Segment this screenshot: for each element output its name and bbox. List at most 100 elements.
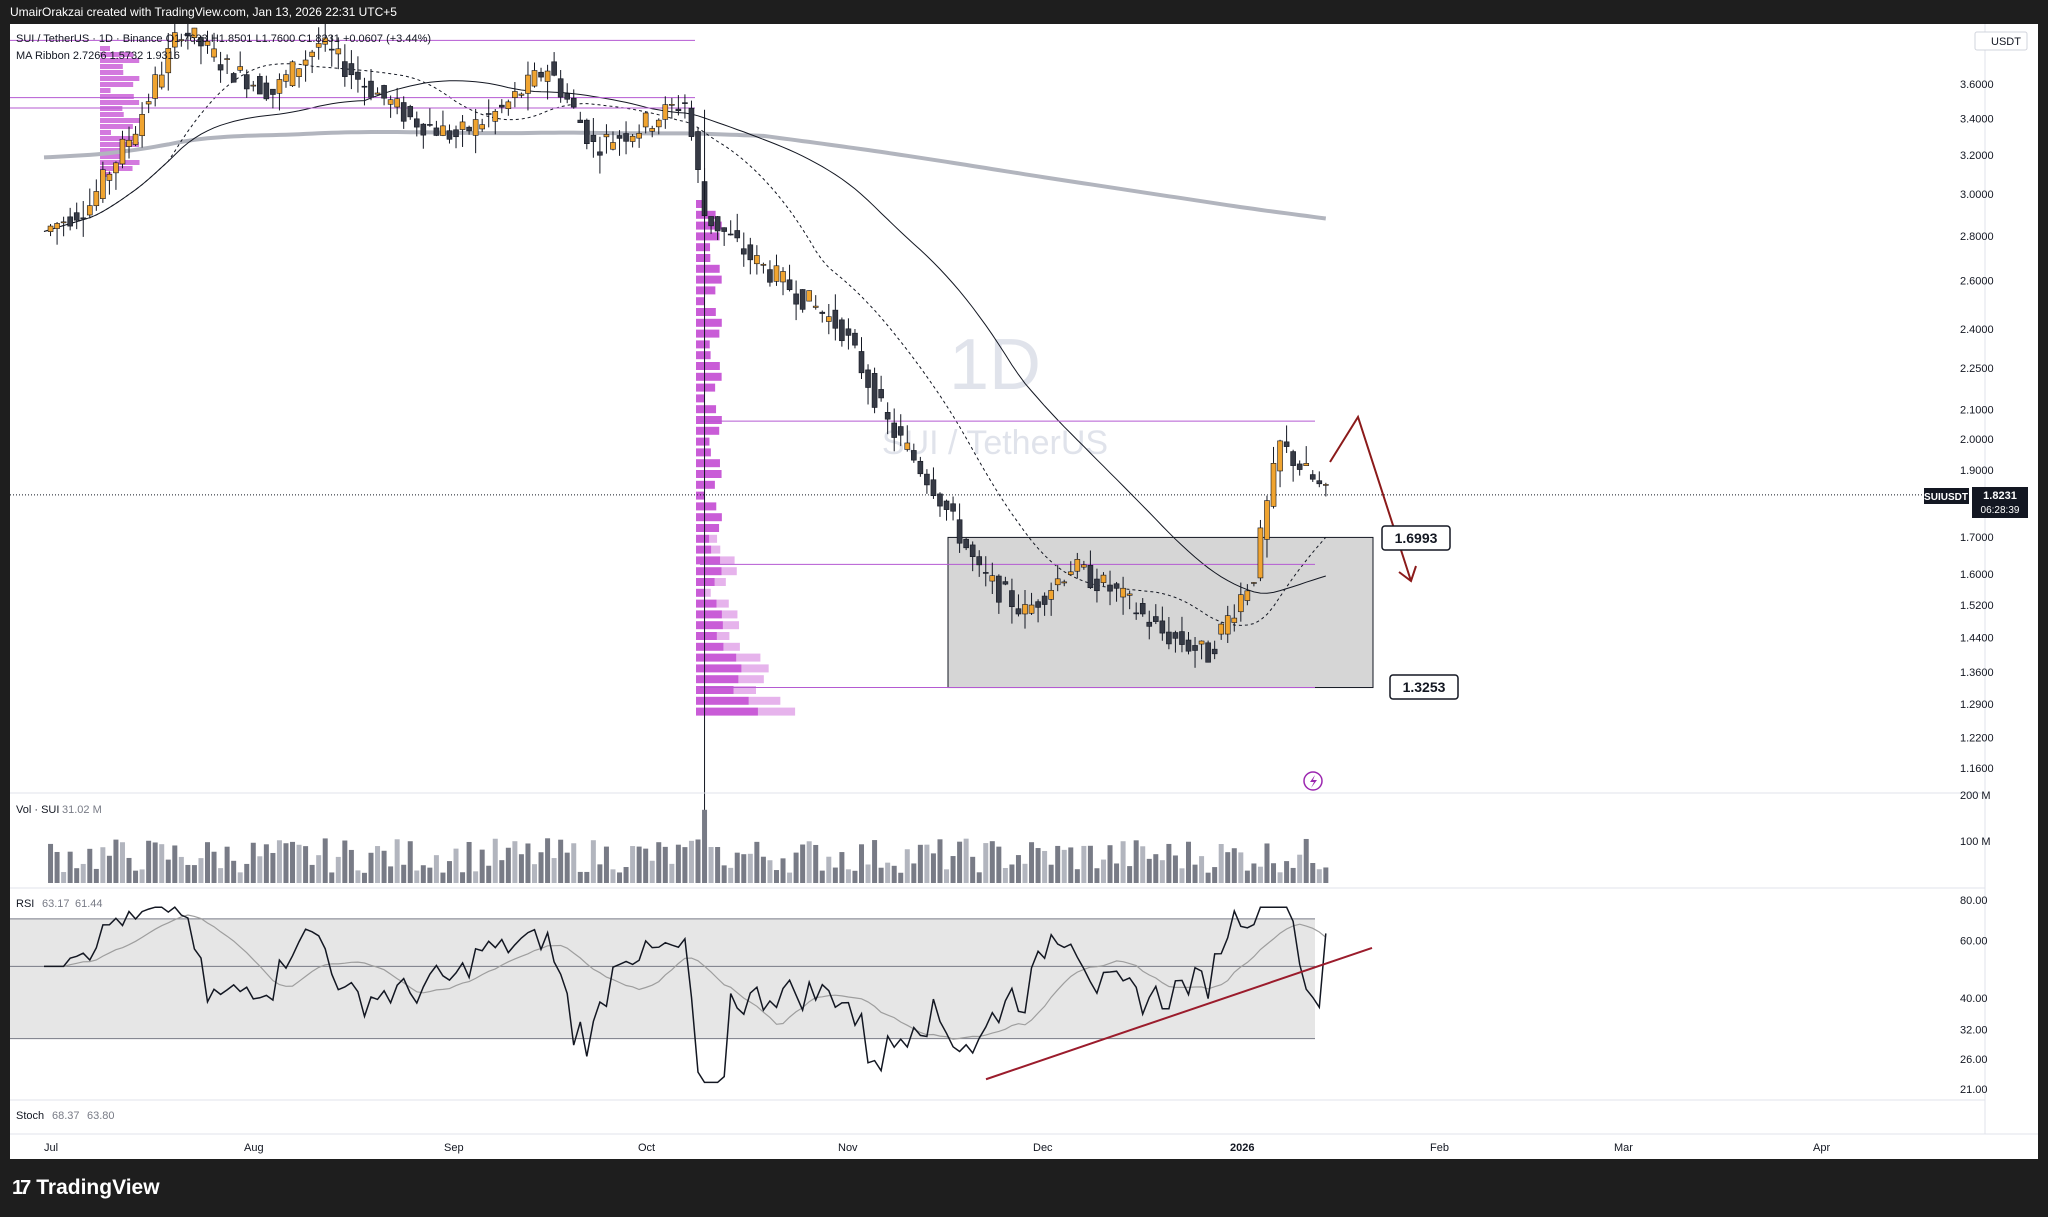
candle-down	[243, 74, 250, 90]
volume-bar	[780, 858, 786, 883]
volume-profile-bar-secondary	[741, 664, 769, 673]
stoch-legend-label[interactable]: Stoch	[16, 1110, 44, 1122]
volume-bar	[218, 868, 224, 883]
price-tick-label: 2.4000	[1960, 324, 1994, 336]
volume-bar	[296, 844, 302, 883]
volume-bar	[126, 857, 132, 883]
candle-down	[485, 113, 492, 115]
price-tick-label: 1.2900	[1960, 699, 1994, 711]
candle-up	[812, 305, 819, 308]
candle-down	[1166, 631, 1172, 645]
candle-down	[185, 32, 191, 37]
volume-profile-bar	[100, 76, 140, 81]
ma-ribbon-fast-line	[43, 63, 1327, 626]
candle-down	[623, 133, 629, 142]
volume-profile-bar	[100, 142, 139, 147]
candle-down	[1035, 601, 1041, 608]
volume-profile-bar	[696, 556, 721, 565]
volume-bar	[1310, 863, 1316, 883]
candle-down	[1153, 616, 1159, 622]
candle-down	[819, 311, 826, 314]
volume-bar	[832, 867, 838, 883]
currency-tag[interactable]	[1974, 31, 2028, 51]
candle-down	[1192, 645, 1198, 651]
candle-down	[708, 216, 714, 227]
volume-bar	[1316, 869, 1322, 883]
price-tick-label: 2.1000	[1960, 405, 1994, 417]
candle-down	[577, 119, 584, 123]
tradingview-logo[interactable]: 17 TradingView	[12, 1176, 160, 1200]
volume-bar	[1015, 855, 1021, 883]
candle-up	[773, 265, 780, 282]
volume-bar	[106, 855, 112, 883]
volume-bar	[231, 860, 237, 883]
volume-bar	[917, 844, 923, 883]
volume-profile-bar	[100, 100, 140, 105]
candle-down	[871, 373, 878, 408]
candle-down	[584, 119, 590, 144]
candle-up	[1244, 590, 1251, 601]
candle-down	[1009, 590, 1015, 608]
level-upper-label: 1.6993	[1395, 530, 1438, 546]
symbol-legend[interactable]: SUI / TetherUS · 1D · Binance O1.7623 H1…	[16, 33, 431, 45]
volume-bar	[1212, 867, 1218, 883]
chart-svg[interactable]: 1D SUI / TetherUS 3.6000 3.4000 3.2000 3.00…	[10, 19, 2038, 1159]
volume-profile-bar	[696, 243, 711, 252]
volume-bar	[394, 839, 400, 883]
candle-down	[538, 71, 544, 78]
volume-profile-bar	[696, 340, 710, 349]
candle-down	[963, 538, 969, 549]
candle-up	[518, 93, 525, 96]
volume-bar	[793, 852, 799, 883]
volume-bar	[270, 852, 276, 883]
candle-down	[1172, 632, 1179, 639]
volume-profile-bar	[696, 329, 720, 338]
volume-profile-bar	[696, 264, 720, 273]
volume-profile-bar-secondary	[709, 534, 718, 543]
candle-down	[917, 460, 924, 475]
volume-legend-label[interactable]: Vol · SUI	[16, 804, 59, 816]
volume-profile-bar-secondary	[733, 686, 757, 694]
rsi-band	[10, 918, 1315, 1039]
volume-bar	[87, 848, 93, 883]
price-tick-label: 2.8000	[1960, 231, 1994, 243]
ma-ribbon-legend[interactable]: MA Ribbon 2.7266 1.5732 1.9316	[16, 50, 180, 62]
candle-down	[845, 328, 852, 336]
candle-up	[113, 162, 119, 174]
candle-down	[1139, 603, 1146, 615]
volume-bar	[473, 871, 479, 883]
volume-profile-bar	[696, 362, 720, 370]
volume-bar	[133, 870, 139, 883]
rsi-legend-label[interactable]: RSI	[16, 898, 34, 910]
candle-down	[891, 422, 898, 438]
level-lower-box[interactable]	[1389, 674, 1459, 700]
volume-bar	[1205, 872, 1211, 883]
volume-bar	[361, 872, 367, 883]
candle-up	[106, 173, 113, 181]
volume-bar	[1087, 845, 1093, 883]
candle-up	[191, 27, 198, 38]
candle-up	[754, 255, 760, 265]
volume-profile-bar	[696, 502, 717, 511]
volume-bar	[904, 849, 910, 883]
candle-down	[433, 127, 440, 136]
candle-down	[695, 131, 701, 170]
volume-bar	[898, 872, 904, 883]
time-axis-label: Aug	[244, 1142, 264, 1154]
price-tick-label: 3.6000	[1960, 79, 1994, 91]
candle-up	[505, 101, 512, 109]
time-axis-label: Jul	[44, 1142, 58, 1154]
candle-up	[1198, 640, 1205, 645]
level-upper-box[interactable]	[1381, 525, 1451, 551]
rsi-tick-label: 21.00	[1960, 1084, 1988, 1096]
candle-up	[54, 223, 60, 229]
stoch-legend-value1: 68.37	[52, 1110, 80, 1122]
volume-profile-bar	[696, 383, 716, 392]
candle-down	[420, 123, 427, 136]
candle-up	[989, 575, 996, 582]
volume-bar	[891, 865, 897, 883]
chart-area[interactable]: 1D SUI / TetherUS 3.6000 3.4000 3.2000 3.00…	[10, 19, 2038, 1159]
candle-up	[237, 66, 243, 71]
volume-bar	[845, 869, 851, 883]
candle-up	[1277, 440, 1283, 472]
